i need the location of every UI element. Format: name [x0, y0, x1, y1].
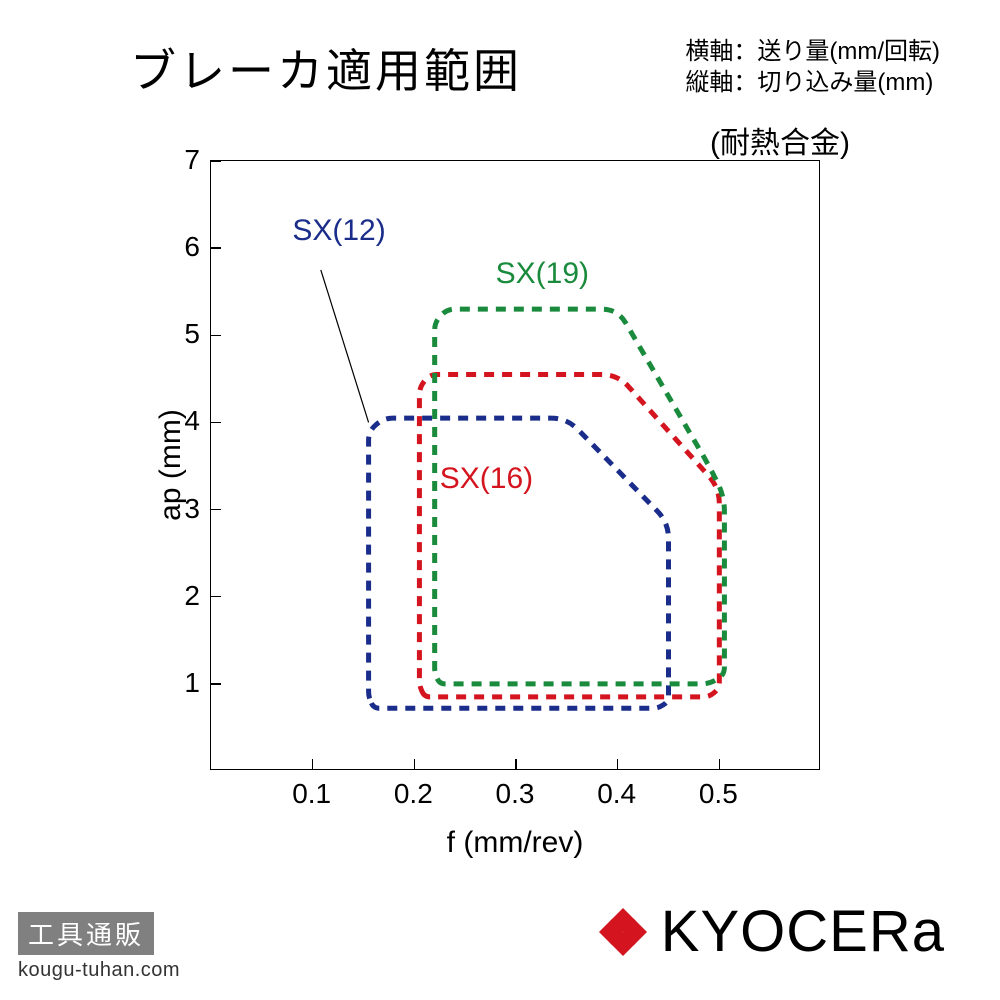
y-axis-label: ap (mm): [154, 409, 188, 521]
x-tick-label: 0.1: [292, 778, 331, 810]
y-tick-mark: [210, 160, 221, 162]
kyocera-logo: KYOCERa: [593, 898, 945, 965]
y-tick-label: 6: [184, 231, 200, 263]
footer-url: kougu-tuhan.com: [18, 959, 180, 982]
x-axis-desc: 横軸：送り量(mm/回転): [685, 36, 940, 67]
y-tick-label: 4: [184, 405, 200, 437]
chart-subtitle: (耐熱合金): [710, 118, 850, 162]
y-tick-mark: [210, 509, 221, 511]
footer-badge: 工具通販: [18, 912, 154, 955]
y-tick-mark: [210, 422, 221, 424]
x-tick-label: 0.4: [597, 778, 636, 810]
y-axis-desc: 縦軸：切り込み量(mm): [685, 67, 940, 98]
y-tick-label: 3: [184, 493, 200, 525]
chart: SX(12)SX(16)SX(19) ap (mm) f (mm/rev) 12…: [210, 160, 820, 770]
y-tick-label: 5: [184, 318, 200, 350]
series-SX(19): [435, 309, 725, 684]
x-tick-label: 0.5: [699, 778, 738, 810]
y-tick-mark: [210, 596, 221, 598]
x-axis-label: f (mm/rev): [447, 826, 584, 860]
x-tick-mark: [515, 759, 517, 770]
y-tick-label: 7: [184, 144, 200, 176]
y-tick-label: 1: [184, 667, 200, 699]
leader-line: [321, 270, 369, 422]
y-tick-mark: [210, 683, 221, 685]
x-tick-mark: [617, 759, 619, 770]
y-tick-mark: [210, 247, 221, 249]
x-tick-label: 0.3: [496, 778, 535, 810]
x-tick-mark: [719, 759, 721, 770]
x-tick-mark: [312, 759, 314, 770]
y-tick-label: 2: [184, 580, 200, 612]
x-tick-label: 0.2: [394, 778, 433, 810]
kyocera-logo-mark: [593, 903, 661, 961]
y-tick-mark: [210, 335, 221, 337]
series-label: SX(19): [496, 257, 589, 291]
axis-description: 横軸：送り量(mm/回転) 縦軸：切り込み量(mm): [685, 36, 940, 98]
plot-area: SX(12) SX(16) SX(19): [210, 160, 820, 770]
chart-title: ブレーカ適用範囲: [130, 35, 522, 101]
series-label: SX(16): [440, 462, 533, 496]
kyocera-logo-text: KYOCERa: [661, 898, 945, 965]
series-label: SX(12): [292, 214, 385, 248]
x-tick-mark: [414, 759, 416, 770]
